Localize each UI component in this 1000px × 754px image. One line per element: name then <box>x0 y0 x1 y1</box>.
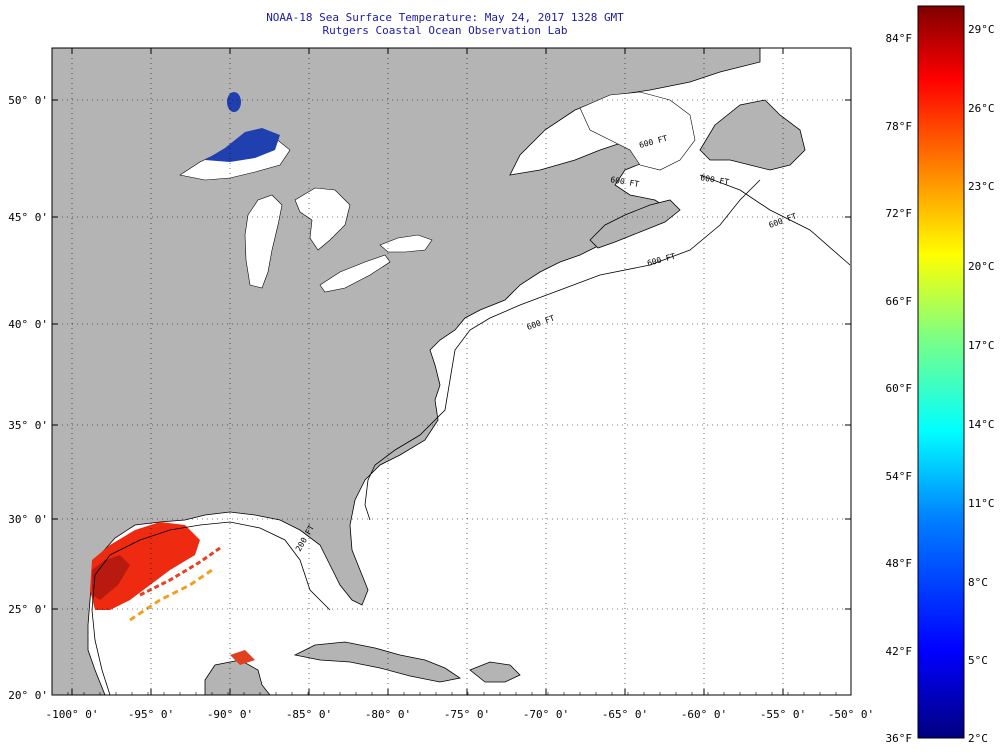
colorbar-f-label: 78°F <box>886 120 913 133</box>
sst-gulf-streak-2 <box>139 546 221 597</box>
graticule <box>52 48 851 695</box>
colorbar-f-label: 54°F <box>886 470 913 483</box>
lat-label: 45° 0' <box>8 211 48 224</box>
sst-yucatan-patch <box>230 650 255 665</box>
land-hispaniola <box>469 661 521 683</box>
colorbar-c-label: 26°C <box>968 102 995 115</box>
lon-label: -60° 0' <box>681 708 727 721</box>
land-yucatan <box>204 659 271 695</box>
colorbar-f-label: 84°F <box>886 32 913 45</box>
lake-nipigon-sst <box>227 92 241 112</box>
colorbar-c-label: 29°C <box>968 23 995 36</box>
colorbar-c-label: 20°C <box>968 260 995 273</box>
lat-label: 25° 0' <box>8 603 48 616</box>
lon-label: -50° 0' <box>828 708 874 721</box>
gulf-st-lawrence <box>579 91 696 171</box>
map-subtitle: Rutgers Coastal Ocean Observation Lab <box>322 24 568 37</box>
sst-gulf-warm <box>90 522 200 610</box>
land-newfoundland <box>699 99 806 171</box>
lon-label: -100° 0' <box>46 708 99 721</box>
isobath-600ft-atlantic <box>364 179 761 521</box>
map-title: NOAA-18 Sea Surface Temperature: May 24,… <box>266 11 624 24</box>
land-cuba <box>293 641 462 683</box>
lon-label: -55° 0' <box>760 708 806 721</box>
colorbar-f-label: 42°F <box>886 645 913 658</box>
lake-erie <box>319 254 391 293</box>
sst-gulf-streak <box>129 566 216 622</box>
land-nova-scotia <box>589 199 681 249</box>
land-north-america <box>52 48 761 695</box>
isobath-600ft-east <box>699 174 851 266</box>
lon-label: -70° 0' <box>523 708 569 721</box>
colorbar-c-label: 11°C <box>968 497 995 510</box>
colorbar-c-label: 8°C <box>968 576 988 589</box>
colorbar-f-label: 48°F <box>886 557 913 570</box>
colorbar-f-label: 60°F <box>886 382 913 395</box>
colorbar <box>917 5 965 739</box>
lat-label: 30° 0' <box>8 513 48 526</box>
axis-ticks: -100° 0' -95° 0' -90° 0' -85° 0' -80° 0' -75°… <box>8 48 874 721</box>
colorbar-c-label: 14°C <box>968 418 995 431</box>
lat-label: 50° 0' <box>8 94 48 107</box>
colorbar-f-label: 36°F <box>886 732 913 745</box>
lat-label: 35° 0' <box>8 419 48 432</box>
lon-label: -85° 0' <box>286 708 332 721</box>
lake-michigan <box>244 194 283 289</box>
lat-label: 40° 0' <box>8 318 48 331</box>
colorbar-c-label: 2°C <box>968 732 988 745</box>
lake-ontario <box>379 234 433 253</box>
lon-label: -90° 0' <box>207 708 253 721</box>
lake-superior-sst <box>205 128 280 162</box>
colorbar-labels: 84°F 78°F 72°F 66°F 60°F 54°F 48°F 42°F 36°F 29°C… <box>886 23 995 745</box>
colorbar-f-label: 72°F <box>886 207 913 220</box>
colorbar-c-label: 23°C <box>968 180 995 193</box>
lon-label: -95° 0' <box>128 708 174 721</box>
lon-label: -80° 0' <box>365 708 411 721</box>
lat-label: 20° 0' <box>8 689 48 702</box>
isobath-600ft-gulf <box>91 521 331 695</box>
lon-label: -75° 0' <box>444 708 490 721</box>
lon-label: -65° 0' <box>602 708 648 721</box>
colorbar-f-label: 66°F <box>886 295 913 308</box>
map-border <box>51 47 852 696</box>
colorbar-c-label: 17°C <box>968 339 995 352</box>
colorbar-c-label: 5°C <box>968 654 988 667</box>
